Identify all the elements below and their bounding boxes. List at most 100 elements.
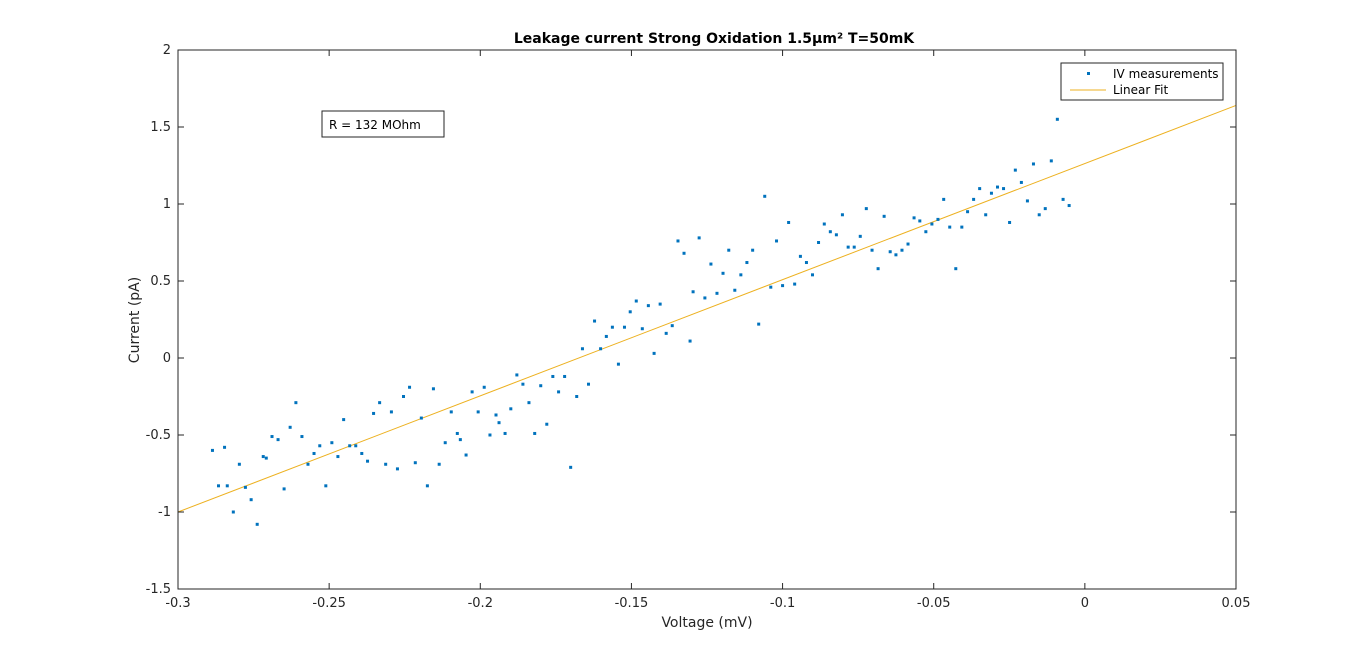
data-point (628, 310, 632, 314)
fit-line (177, 104, 1237, 513)
data-point (840, 213, 844, 217)
legend-label-measurements: IV measurements (1113, 67, 1219, 81)
data-point (930, 222, 934, 226)
data-point (539, 384, 543, 388)
data-point (745, 261, 749, 265)
data-point (918, 219, 922, 223)
data-point (533, 431, 537, 435)
data-point (751, 248, 755, 252)
data-point (476, 410, 480, 414)
data-point (1061, 197, 1065, 201)
data-point (882, 214, 886, 218)
data-point (864, 207, 868, 211)
x-tick-label: -0.25 (312, 596, 346, 611)
data-point (727, 248, 731, 252)
y-tick-label: 1 (163, 197, 171, 212)
legend-marker-measurements (1087, 72, 1090, 75)
data-point (1002, 187, 1006, 191)
data-point (231, 510, 235, 514)
data-point (676, 239, 680, 243)
annotation-text: R = 132 MOhm (329, 118, 421, 132)
data-point (354, 444, 358, 448)
data-point (703, 296, 707, 300)
data-point (1031, 162, 1035, 166)
data-point (670, 324, 674, 328)
data-point (936, 217, 940, 221)
data-point (828, 230, 832, 234)
data-point (652, 351, 656, 355)
data-point (664, 331, 668, 335)
data-point (366, 459, 370, 463)
data-point (658, 302, 662, 306)
y-tick-label: 1.5 (150, 120, 171, 135)
data-point (1043, 207, 1047, 211)
data-point (593, 319, 597, 323)
y-tick-label: -1.5 (146, 582, 171, 597)
data-point (243, 485, 247, 489)
points-layer (210, 117, 1071, 526)
y-tick-label: 0 (163, 351, 171, 366)
data-point (330, 441, 334, 445)
data-point (395, 467, 399, 471)
data-point (306, 462, 310, 466)
data-point (715, 291, 719, 295)
data-point (894, 253, 898, 257)
data-point (210, 448, 214, 452)
data-point (494, 413, 498, 417)
data-point (775, 239, 779, 243)
data-point (488, 433, 492, 437)
data-point (966, 210, 970, 214)
y-tick-label: -0.5 (146, 428, 171, 443)
x-axis-label: Voltage (mV) (661, 615, 752, 631)
data-point (270, 435, 274, 439)
data-point (225, 484, 229, 488)
x-tick-label: -0.2 (468, 596, 493, 611)
data-point (804, 261, 808, 265)
data-point (378, 401, 382, 405)
data-point (912, 216, 916, 220)
data-point (276, 438, 280, 442)
data-point (978, 187, 982, 191)
data-point (599, 347, 603, 351)
data-point (223, 445, 227, 449)
data-point (449, 410, 453, 414)
data-point (691, 290, 695, 294)
data-point (318, 444, 322, 448)
data-point (336, 455, 340, 459)
y-tick-label: 0.5 (150, 274, 171, 289)
x-tick-label: 0 (1081, 596, 1089, 611)
data-point (437, 462, 441, 466)
data-point (876, 267, 880, 271)
data-point (989, 191, 993, 195)
data-point (682, 251, 686, 255)
data-point (858, 234, 862, 238)
y-tick-label: -1 (158, 505, 171, 520)
data-point (497, 421, 501, 425)
data-point (288, 425, 292, 429)
data-point (1019, 180, 1023, 184)
data-point (515, 373, 519, 377)
data-point (688, 339, 692, 343)
x-tick-label: -0.1 (770, 596, 795, 611)
data-point (739, 273, 743, 277)
data-point (721, 271, 725, 275)
data-point (587, 382, 591, 386)
data-point (419, 416, 423, 420)
data-point (458, 438, 462, 442)
data-point (817, 241, 821, 244)
data-point (972, 197, 976, 201)
legend: IV measurements Linear Fit (1060, 62, 1224, 101)
data-point (960, 225, 964, 229)
data-point (348, 444, 352, 448)
data-point (646, 304, 650, 308)
fit-layer (177, 104, 1237, 513)
data-point (563, 374, 567, 378)
x-axis: -0.3 -0.25 -0.2 -0.15 -0.1 -0.05 0 0.05 (165, 50, 1250, 611)
data-point (261, 455, 265, 459)
data-point (616, 362, 620, 366)
data-point (954, 267, 958, 271)
data-point (793, 282, 797, 286)
data-point (984, 213, 988, 217)
data-point (610, 325, 614, 329)
y-axis-label: Current (pA) (127, 277, 143, 363)
